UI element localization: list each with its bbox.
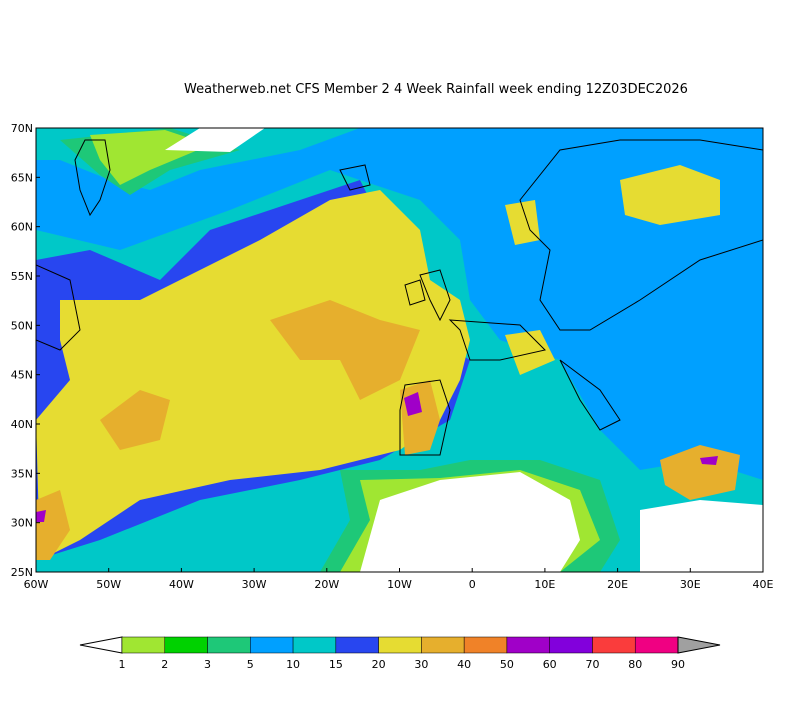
colorbar-box <box>121 636 166 654</box>
lon-label: 40E <box>753 578 774 591</box>
lat-label: 60N <box>11 221 33 234</box>
rainfall-field <box>36 128 763 572</box>
colorbar-box <box>207 636 251 654</box>
colorbar-over <box>677 636 721 654</box>
colorbar-box <box>164 636 208 654</box>
colorbar-label: 15 <box>329 658 343 671</box>
lat-label: 65N <box>11 171 33 184</box>
colorbar-label: 30 <box>414 658 428 671</box>
lon-label: 60W <box>24 578 49 591</box>
lat-label: 45N <box>11 369 33 382</box>
lon-label: 50W <box>96 578 121 591</box>
colorbar-label: 5 <box>247 658 254 671</box>
colorbar-label: 3 <box>204 658 211 671</box>
lat-label: 35N <box>11 467 33 480</box>
lat-label: 70N <box>11 122 33 135</box>
colorbar-under <box>79 636 123 654</box>
lat-label: 50N <box>11 319 33 332</box>
lon-label: 10E <box>534 578 555 591</box>
lon-label: 40W <box>169 578 194 591</box>
lon-label: 30E <box>680 578 701 591</box>
colorbar-label: 70 <box>585 658 599 671</box>
colorbar-label: 80 <box>628 658 642 671</box>
colorbar: 1 2 3 5 10 15 20 30 40 50 60 70 80 90 <box>79 636 721 671</box>
colorbar-label: 10 <box>286 658 300 671</box>
colorbar-label: 50 <box>500 658 514 671</box>
lon-label: 30W <box>242 578 267 591</box>
colorbar-box <box>549 636 593 654</box>
colorbar-box <box>335 636 379 654</box>
colorbar-box <box>378 636 422 654</box>
colorbar-label: 20 <box>372 658 386 671</box>
colorbar-label: 1 <box>119 658 126 671</box>
colorbar-label: 40 <box>457 658 471 671</box>
lat-label: 55N <box>11 270 33 283</box>
colorbar-label: 2 <box>161 658 168 671</box>
map-title: Weatherweb.net CFS Member 2 4 Week Rainf… <box>184 82 688 97</box>
colorbar-label: 60 <box>543 658 557 671</box>
colorbar-box <box>250 636 294 654</box>
colorbar-box <box>634 636 679 654</box>
colorbar-box <box>292 636 337 654</box>
colorbar-box <box>421 636 465 654</box>
colorbar-box <box>506 636 550 654</box>
lon-label: 20E <box>607 578 628 591</box>
lon-label: 10W <box>387 578 412 591</box>
colorbar-box <box>463 636 508 654</box>
colorbar-label: 90 <box>671 658 685 671</box>
lat-label: 30N <box>11 517 33 530</box>
colorbar-box <box>592 636 636 654</box>
lon-label: 20W <box>314 578 339 591</box>
lon-label: 0 <box>469 578 476 591</box>
lat-label: 40N <box>11 418 33 431</box>
lat-label: 25N <box>11 566 33 579</box>
